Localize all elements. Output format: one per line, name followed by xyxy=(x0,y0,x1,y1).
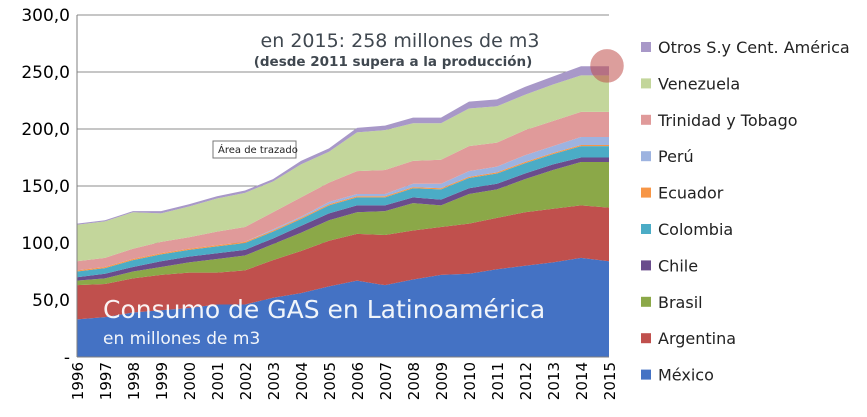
x-tick-label: 2009 xyxy=(433,362,451,400)
area-ecuador xyxy=(77,144,609,272)
legend-label: Colombia xyxy=(658,220,733,239)
x-tick-label: 2014 xyxy=(573,362,591,400)
tooltip-box xyxy=(212,140,297,159)
area-mexico xyxy=(77,257,609,357)
x-tick-label: 2000 xyxy=(181,362,199,400)
plot-area-tooltip: Área de trazado xyxy=(212,140,298,159)
y-axis-ticks: - 50,0 100,0 150,0 200,0 250,0 300,0 xyxy=(21,6,70,368)
legend-swatch xyxy=(641,333,651,344)
highlight-marker xyxy=(590,49,624,83)
y-tick-label: 150,0 xyxy=(21,177,70,197)
legend-swatch xyxy=(641,369,651,380)
chart-title: Consumo de GAS en Latinoamérica xyxy=(103,295,545,324)
x-tick-label: 2001 xyxy=(209,362,227,400)
x-tick-label: 2013 xyxy=(545,362,563,400)
x-tick-label: 2011 xyxy=(489,362,507,400)
x-tick-label: 1997 xyxy=(97,362,115,400)
y-tick-label: 50,0 xyxy=(32,291,70,311)
area-trinidad-y-tobago xyxy=(77,111,609,271)
x-tick-label: 2015 xyxy=(601,362,619,400)
legend-swatch xyxy=(641,224,651,234)
y-tick-label: - xyxy=(64,348,70,368)
annotation-main: en 2015: 258 millones de m3 xyxy=(261,30,540,52)
x-axis-ticks: 1996 1997 1998 1999 2000 2001 2002 2003 2004 2005… xyxy=(69,362,619,400)
y-tick-label: 250,0 xyxy=(21,63,70,83)
x-tick-label: 2004 xyxy=(293,362,311,400)
area-chile xyxy=(77,157,609,281)
legend-swatch xyxy=(641,151,651,162)
x-tick-label: 2006 xyxy=(349,362,367,400)
area-argentina xyxy=(77,205,609,320)
area-venezuela xyxy=(77,75,609,262)
x-tick-label: 2012 xyxy=(517,362,535,400)
x-tick-label: 1999 xyxy=(153,362,171,400)
legend-swatch xyxy=(641,42,651,52)
legend-swatch xyxy=(641,114,651,125)
legend-label: Perú xyxy=(658,147,694,166)
x-tick-label: 2003 xyxy=(265,362,283,400)
axes xyxy=(76,15,609,358)
annotation-sub: (desde 2011 supera a la producción) xyxy=(254,54,533,70)
y-tick-label: 100,0 xyxy=(21,234,70,254)
legend-label: Chile xyxy=(658,256,698,275)
area-colombia xyxy=(77,146,609,278)
area-peru xyxy=(77,136,609,271)
area-otros-s-y-cent-america xyxy=(77,66,609,225)
legend-label: México xyxy=(658,366,714,385)
legend: Otros S.y Cent. América Venezuela Trinidad… xyxy=(641,38,850,385)
legend-label: Trinidad y Tobago xyxy=(657,111,798,130)
legend-label: Argentina xyxy=(658,329,736,348)
x-tick-label: 2005 xyxy=(321,362,339,400)
x-tick-label: 2010 xyxy=(461,362,479,400)
legend-swatch xyxy=(641,296,651,307)
legend-label: Venezuela xyxy=(658,74,740,93)
y-tick-label: 300,0 xyxy=(21,6,70,26)
x-tick-label: 2002 xyxy=(237,362,255,400)
y-tick-label: 200,0 xyxy=(21,120,70,140)
legend-swatch xyxy=(641,187,651,198)
stacked-areas xyxy=(77,66,609,357)
x-tick-label: 2008 xyxy=(405,362,423,400)
chart-subtitle: en millones de m3 xyxy=(103,329,260,349)
x-tick-label: 1996 xyxy=(69,362,87,400)
legend-label: Otros S.y Cent. América xyxy=(658,38,850,57)
legend-label: Brasil xyxy=(658,293,703,312)
legend-label: Ecuador xyxy=(658,184,724,203)
legend-swatch xyxy=(641,260,651,271)
legend-swatch xyxy=(641,78,651,89)
x-tick-label: 1998 xyxy=(125,362,143,400)
tooltip-text: Área de trazado xyxy=(218,143,298,156)
x-tick-label: 2007 xyxy=(377,362,395,400)
highlight-circle xyxy=(590,49,624,83)
